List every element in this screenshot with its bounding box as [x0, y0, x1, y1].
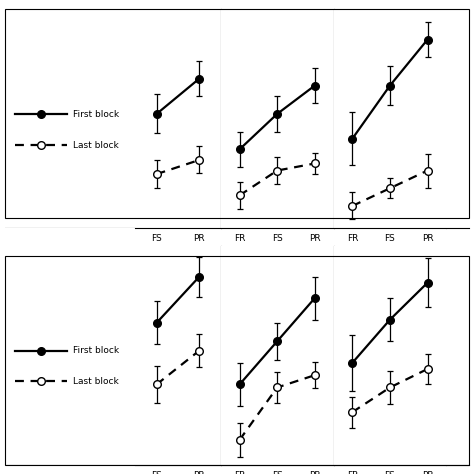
Text: First block: First block [73, 346, 118, 355]
Text: First block: First block [73, 110, 118, 119]
Text: Last block: Last block [73, 141, 118, 150]
X-axis label: Experiment 1: Experiment 1 [147, 246, 209, 255]
X-axis label: Experiment 2b: Experiment 2b [356, 246, 423, 255]
Text: Last block: Last block [73, 377, 118, 386]
X-axis label: Experiment 2a: Experiment 2a [244, 246, 310, 255]
